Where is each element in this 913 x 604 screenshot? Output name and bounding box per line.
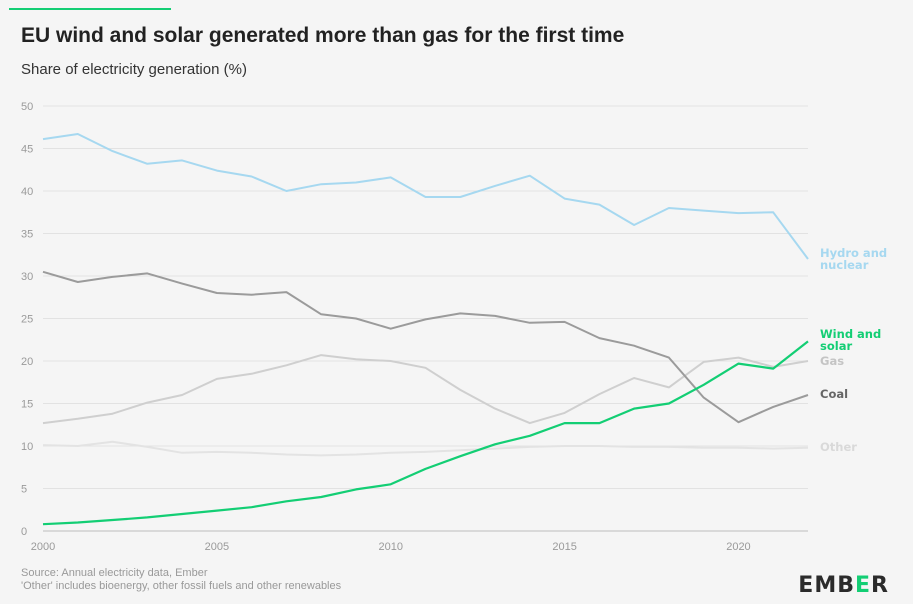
chart-title: EU wind and solar generated more than ga… — [21, 24, 625, 47]
y-tick-label: 50 — [21, 101, 33, 113]
chart-subtitle: Share of electricity generation (%) — [21, 61, 247, 78]
x-axis-ticks: 2000 2005 2010 2015 2020 — [31, 541, 751, 553]
series-line-other — [42, 440, 809, 457]
logo-letter: E — [855, 573, 872, 598]
logo-letter: B — [837, 573, 856, 598]
x-tick-label: 2020 — [726, 541, 750, 553]
y-tick-label: 20 — [21, 356, 33, 368]
chart-footer: Source: Annual electricity data, Ember '… — [21, 567, 341, 593]
series-label-wind-solar: solar — [820, 339, 852, 353]
y-tick-label: 25 — [21, 314, 33, 326]
other-note: 'Other' includes bioenergy, other fossil… — [21, 580, 342, 592]
y-tick-label: 15 — [21, 399, 33, 411]
y-tick-label: 10 — [21, 441, 33, 453]
series-line-coal — [42, 270, 809, 424]
series-label-other: Other — [820, 440, 857, 454]
grid — [43, 105, 808, 532]
ember-logo: EMBER — [798, 573, 889, 598]
series-line-hydro — [42, 133, 809, 260]
series-label-gas: Gas — [820, 354, 844, 368]
line-chart: 0 5 10 15 20 25 30 35 40 45 50 2000 2005 2010 2015 202… — [21, 101, 887, 553]
x-tick-label: 2010 — [378, 541, 402, 553]
y-tick-label: 35 — [21, 229, 33, 241]
ember-logo-text: EMBER — [798, 573, 889, 598]
series-line-wind-solar — [42, 340, 809, 526]
y-tick-label: 30 — [21, 271, 33, 283]
series-label-hydro: nuclear — [820, 258, 869, 272]
logo-letter: E — [798, 573, 815, 598]
y-tick-label: 45 — [21, 144, 33, 156]
y-tick-label: 40 — [21, 186, 33, 198]
y-tick-label: 5 — [21, 484, 27, 496]
series-label-hydro: Hydro and — [820, 246, 887, 260]
logo-letter: M — [814, 573, 838, 598]
y-tick-label: 0 — [21, 526, 27, 538]
header-accent-bar — [9, 8, 171, 10]
source-note: Source: Annual electricity data, Ember — [21, 567, 208, 579]
series-label-wind-solar: Wind and — [820, 327, 881, 341]
x-tick-label: 2000 — [31, 541, 55, 553]
y-axis-ticks: 0 5 10 15 20 25 30 35 40 45 50 — [21, 101, 33, 538]
x-tick-label: 2005 — [205, 541, 229, 553]
logo-letter: R — [871, 573, 889, 598]
series-line-gas — [42, 354, 809, 425]
series-lines — [42, 133, 809, 526]
series-label-coal: Coal — [820, 387, 848, 401]
x-tick-label: 2015 — [552, 541, 576, 553]
